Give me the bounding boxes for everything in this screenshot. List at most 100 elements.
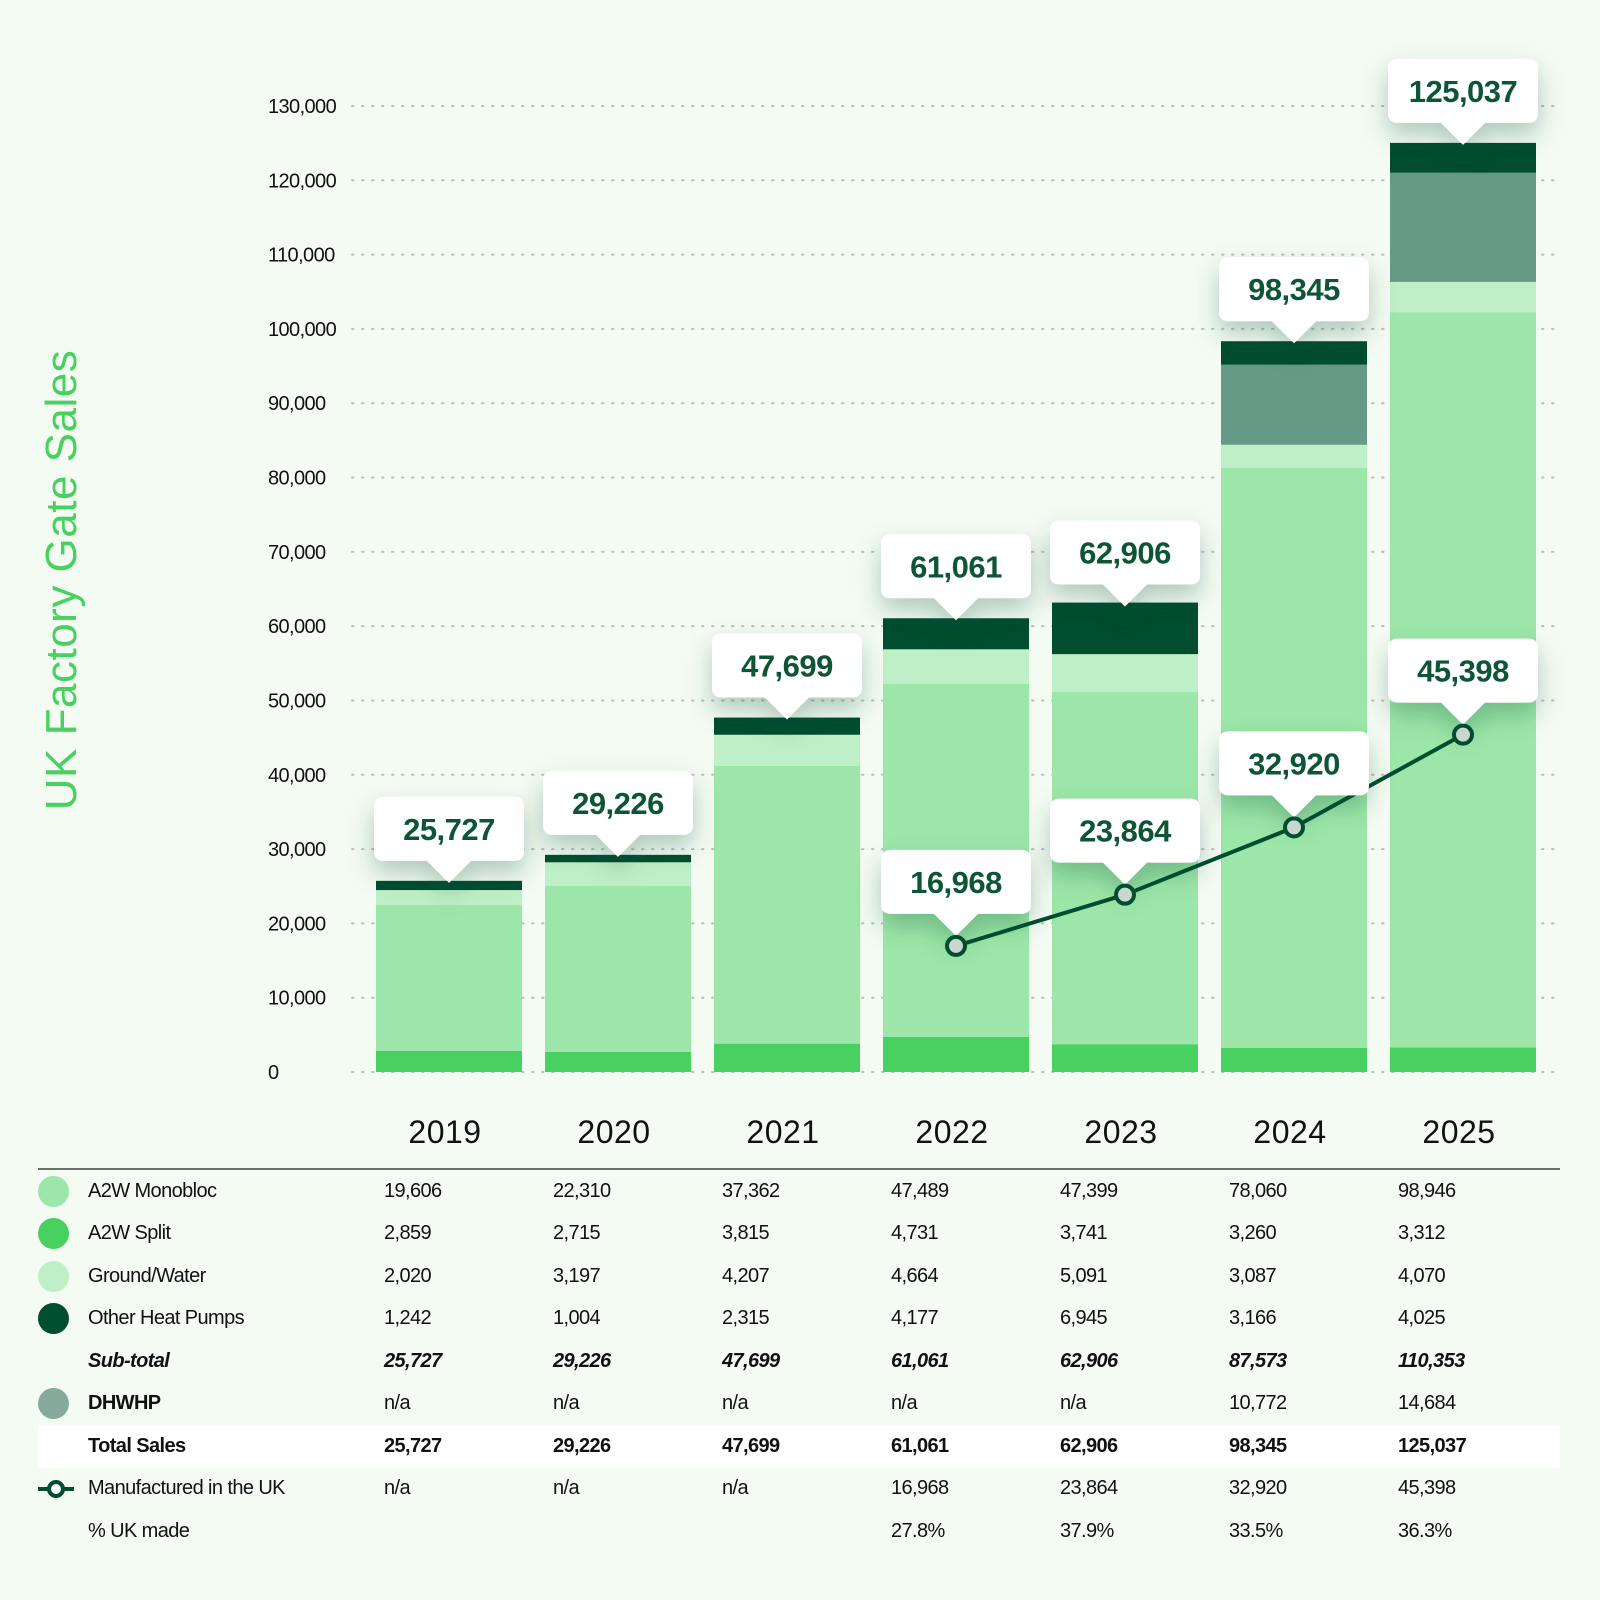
table-row: Total Sales 25,727 29,226 47,699 61,061 62,90… [38, 1425, 1560, 1468]
table-cell: 25,727 [384, 1349, 442, 1372]
callout-box [712, 633, 862, 720]
y-tick-label: 100,000 [268, 319, 337, 341]
callout-value: 47,699 [741, 649, 833, 684]
bar-segment-a2w-split [545, 1051, 691, 1072]
table-cell: 22,310 [553, 1179, 611, 1202]
bar-segment-ground-water [1390, 281, 1536, 313]
callout-value: 125,037 [1409, 74, 1518, 109]
bar-segment-a2w-monobloc [545, 886, 691, 1052]
bar-segment-ground-water [376, 890, 522, 906]
table-row: Manufactured in the UK n/a n/a n/a 16,968 23,… [38, 1468, 1560, 1511]
bar-segment-other-heat-pumps [1221, 341, 1367, 365]
table-cell: n/a [553, 1392, 580, 1415]
x-tick-label: 2021 [746, 1114, 819, 1150]
table-cell: 3,087 [1229, 1264, 1277, 1287]
bar-segment-other-heat-pumps [883, 618, 1029, 650]
table-cell: 1,004 [553, 1307, 601, 1330]
bar-segment-a2w-split [376, 1050, 522, 1072]
bar-stack-2022 [883, 618, 1029, 1072]
table-cell: 3,741 [1060, 1222, 1108, 1245]
callout-value: 32,920 [1248, 746, 1340, 781]
legend-swatch-icon [38, 1260, 69, 1292]
bar-segment-a2w-split [883, 1036, 1029, 1072]
bar-segment-ground-water [1052, 654, 1198, 692]
table-row: DHWHP n/a n/a n/a n/a n/a 10,772 14,684 [38, 1383, 1560, 1426]
table-cell: 98,946 [1398, 1179, 1456, 1202]
table-cell: 3,197 [553, 1264, 601, 1287]
uk-made-callout: 45,398 [1388, 638, 1538, 725]
callout-box [543, 770, 693, 857]
bar-segment-dhwhp [1390, 172, 1536, 282]
bar-segment-ground-water [1221, 444, 1367, 468]
table-cell: 3,312 [1398, 1222, 1446, 1245]
table-cell: 27.8% [891, 1519, 945, 1542]
y-tick-label: 20,000 [268, 913, 326, 935]
table-cell: 47,699 [722, 1434, 780, 1457]
table-cell: 2,715 [553, 1222, 601, 1245]
bar-segment-other-heat-pumps [545, 854, 691, 863]
callout-box [1388, 58, 1538, 145]
table-cell: 10,772 [1229, 1392, 1287, 1415]
y-axis: 0 10,000 20,000 30,000 40,000 50,000 60,000 70,… [268, 96, 337, 1084]
data-table: A2W Monobloc 19,606 22,310 37,362 47,489 47,3… [38, 1168, 1560, 1553]
x-tick-label: 2022 [915, 1114, 988, 1150]
table-cell: 98,345 [1229, 1434, 1287, 1457]
uk-made-callout: 32,920 [1219, 731, 1369, 818]
table-cell: 87,573 [1229, 1349, 1287, 1372]
table-row: % UK made 27.8% 37.9% 33.5% 36.3% [38, 1510, 1560, 1553]
callout-box [1050, 798, 1200, 885]
table-cell: 4,025 [1398, 1307, 1446, 1330]
x-tick-label: 2024 [1253, 1114, 1326, 1150]
callout-value: 61,061 [910, 549, 1002, 584]
row-label: DHWHP [88, 1392, 161, 1415]
callout-box [881, 849, 1031, 936]
callout-value: 23,864 [1079, 814, 1172, 849]
y-axis-title: UK Factory Gate Sales [37, 349, 86, 811]
table-cell: 110,353 [1398, 1349, 1465, 1372]
callout-value: 16,968 [910, 865, 1002, 900]
bar-stack-2021 [714, 717, 860, 1072]
bar-segment-ground-water [714, 734, 860, 767]
row-label: Manufactured in the UK [88, 1477, 286, 1500]
table-cell: 47,699 [722, 1349, 780, 1372]
stacked-bar-chart: 0 10,000 20,000 30,000 40,000 50,000 60,000 70,… [268, 58, 1561, 1150]
bar-segment-other-heat-pumps [1052, 602, 1198, 655]
total-callout: 29,226 [543, 770, 693, 857]
table-row: A2W Split 2,859 2,715 3,815 4,731 3,741 3,260 3… [38, 1213, 1560, 1256]
legend-swatch-icon [38, 1175, 69, 1207]
callout-value: 25,727 [403, 812, 495, 847]
legend-swatch-icon [38, 1218, 69, 1250]
callout-box [1219, 257, 1369, 344]
y-tick-label: 60,000 [268, 616, 326, 638]
bar-segment-other-heat-pumps [1390, 142, 1536, 173]
table-cell: n/a [1060, 1392, 1087, 1415]
table-cell: 61,061 [891, 1349, 949, 1372]
table-cell: 37,362 [722, 1179, 780, 1202]
table-cell: 36.3% [1398, 1519, 1452, 1542]
bar-segment-a2w-split [1052, 1044, 1198, 1072]
table-cell: 78,060 [1229, 1179, 1287, 1202]
table-cell: 5,091 [1060, 1264, 1108, 1287]
total-callout: 125,037 [1388, 58, 1538, 145]
x-tick-label: 2020 [577, 1114, 650, 1150]
bar-segment-a2w-monobloc [376, 905, 522, 1051]
table-cell: 19,606 [384, 1179, 442, 1202]
y-tick-label: 10,000 [268, 988, 326, 1010]
table-cell: 33.5% [1229, 1519, 1283, 1542]
callout-box [1388, 638, 1538, 725]
table-cell: n/a [384, 1392, 411, 1415]
table-cell: 37.9% [1060, 1519, 1114, 1542]
y-tick-label: 30,000 [268, 839, 326, 861]
table-row: A2W Monobloc 19,606 22,310 37,362 47,489 47,3… [38, 1170, 1560, 1213]
y-tick-label: 40,000 [268, 765, 326, 787]
total-callout: 25,727 [374, 796, 524, 883]
uk-manufactured-line [955, 732, 1464, 948]
table-row: Sub-total 25,727 29,226 47,699 61,061 62,906 8… [38, 1340, 1560, 1383]
table-cell: 4,207 [722, 1264, 770, 1287]
legend-swatch-icon [38, 1388, 69, 1420]
uk-made-callout: 23,864 [1050, 798, 1200, 885]
table-cell: 62,906 [1060, 1349, 1118, 1372]
table-cell: 47,399 [1060, 1179, 1118, 1202]
total-callout: 62,906 [1050, 520, 1200, 607]
table-cell: 2,859 [384, 1222, 432, 1245]
